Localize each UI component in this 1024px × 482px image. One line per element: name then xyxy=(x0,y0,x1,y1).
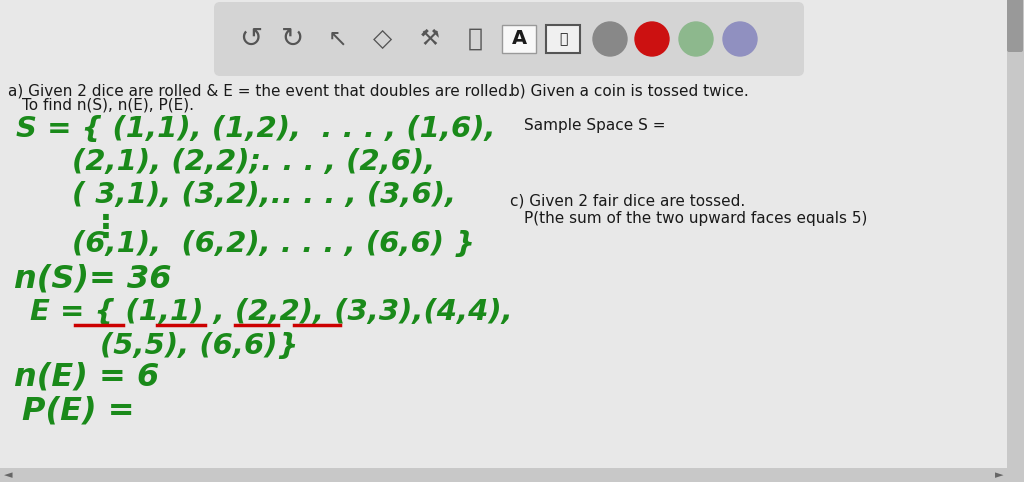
FancyBboxPatch shape xyxy=(502,25,536,53)
Text: P(E) =: P(E) = xyxy=(22,396,134,427)
Circle shape xyxy=(723,22,757,56)
Text: ↻: ↻ xyxy=(282,25,304,53)
FancyBboxPatch shape xyxy=(1007,0,1024,482)
Text: A: A xyxy=(511,29,526,49)
Text: ◄: ◄ xyxy=(4,470,12,480)
Text: ►: ► xyxy=(994,470,1004,480)
Circle shape xyxy=(593,22,627,56)
Text: ◇: ◇ xyxy=(374,27,392,51)
Circle shape xyxy=(679,22,713,56)
Text: n(E) = 6: n(E) = 6 xyxy=(14,362,160,393)
Text: ⚒: ⚒ xyxy=(420,29,440,49)
Text: E = { (1,1) , (2,2), (3,3),(4,4),: E = { (1,1) , (2,2), (3,3),(4,4), xyxy=(30,298,513,326)
FancyBboxPatch shape xyxy=(546,25,580,53)
Text: ( 3,1), (3,2),.. . . , (3,6),: ( 3,1), (3,2),.. . . , (3,6), xyxy=(72,181,456,209)
FancyBboxPatch shape xyxy=(214,2,804,76)
Text: (6,1),  (6,2), . . . , (6,6) }: (6,1), (6,2), . . . , (6,6) } xyxy=(72,230,475,258)
Text: ⋮: ⋮ xyxy=(90,213,122,244)
FancyBboxPatch shape xyxy=(1007,0,1023,52)
Text: ↖: ↖ xyxy=(328,27,348,51)
Text: (5,5), (6,6)}: (5,5), (6,6)} xyxy=(100,332,298,360)
Text: n(S)= 36: n(S)= 36 xyxy=(14,264,171,295)
Text: ⟋: ⟋ xyxy=(468,27,482,51)
Text: c) Given 2 fair dice are tossed.: c) Given 2 fair dice are tossed. xyxy=(510,193,745,208)
Text: ↺: ↺ xyxy=(240,25,262,53)
Text: Sample Space S =: Sample Space S = xyxy=(524,118,666,133)
FancyBboxPatch shape xyxy=(0,468,1007,482)
Circle shape xyxy=(635,22,669,56)
Text: (2,1), (2,2);. . . , (2,6),: (2,1), (2,2);. . . , (2,6), xyxy=(72,148,435,176)
Text: b) Given a coin is tossed twice.: b) Given a coin is tossed twice. xyxy=(510,83,749,98)
Text: To find n(S), n(E), P(E).: To find n(S), n(E), P(E). xyxy=(22,98,194,113)
Text: P(the sum of the two upward faces equals 5): P(the sum of the two upward faces equals… xyxy=(524,211,867,226)
Text: 🏔: 🏔 xyxy=(559,32,567,46)
Text: S = { (1,1), (1,2),  . . . , (1,6),: S = { (1,1), (1,2), . . . , (1,6), xyxy=(16,115,496,143)
Text: a) Given 2 dice are rolled & E = the event that doubles are rolled.: a) Given 2 dice are rolled & E = the eve… xyxy=(8,83,513,98)
